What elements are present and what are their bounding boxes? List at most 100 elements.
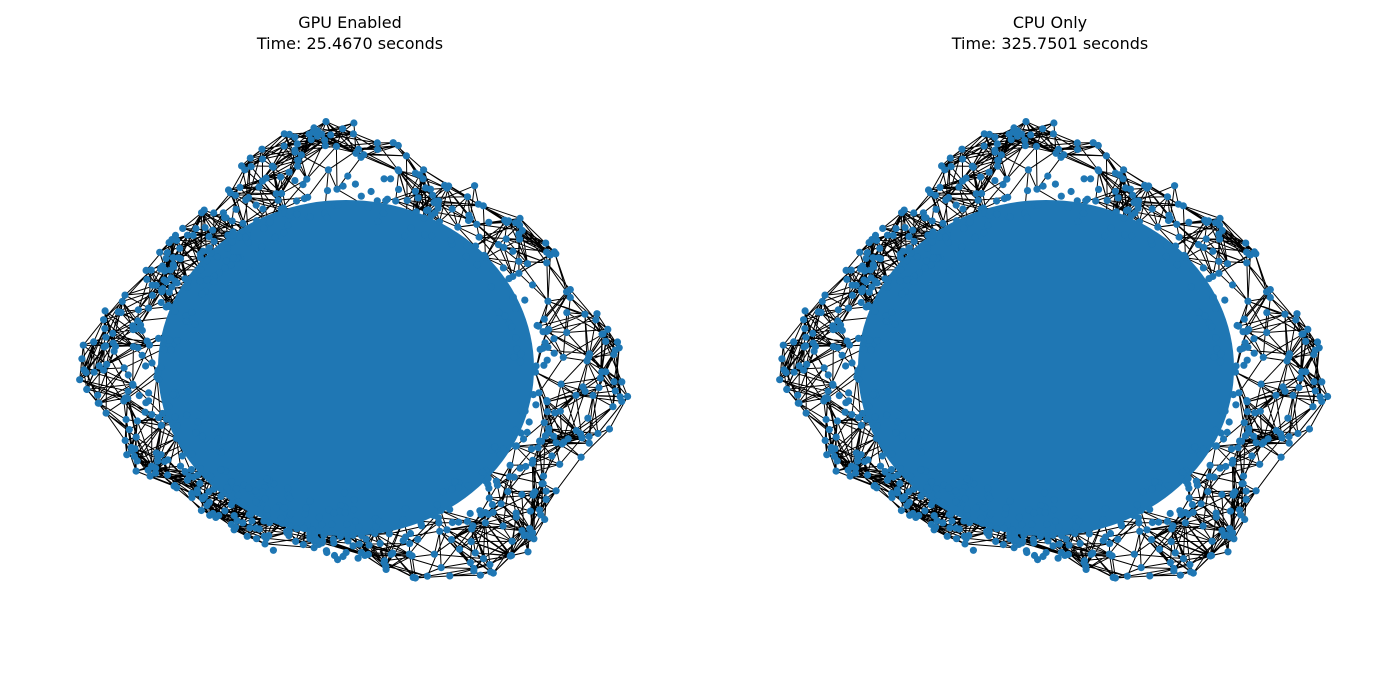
graph-node [508, 537, 516, 545]
graph-node [838, 326, 846, 334]
graph-node [399, 516, 407, 524]
graph-node [94, 399, 102, 407]
graph-node [178, 452, 186, 460]
graph-node [1166, 559, 1174, 567]
graph-node [1216, 464, 1224, 472]
graph-node [1135, 218, 1143, 226]
graph-node [365, 541, 373, 549]
graph-node [311, 530, 319, 539]
graph-node [315, 513, 323, 521]
graph-node [340, 489, 349, 497]
graph-node [810, 347, 818, 355]
graph-node [1117, 520, 1125, 528]
graph-node [955, 183, 963, 191]
graph-node [960, 517, 968, 525]
graph-node [1187, 568, 1195, 576]
graph-node [847, 266, 855, 274]
graph-node [1051, 517, 1059, 525]
graph-node [871, 231, 880, 239]
graph-node [511, 219, 520, 227]
graph-nodes [776, 118, 1332, 582]
graph-node [898, 290, 906, 298]
graph-node [941, 166, 949, 174]
graph-node [234, 491, 242, 500]
graph-node [102, 333, 110, 341]
graph-node [1114, 194, 1122, 202]
graph-node [518, 490, 526, 499]
graph-node [1040, 489, 1049, 497]
graph-node [790, 368, 798, 376]
graph-node [800, 366, 808, 374]
graph-node [910, 485, 918, 493]
graph-node [1170, 564, 1178, 573]
graph-node [537, 437, 546, 445]
graph-node [1120, 214, 1128, 222]
graph-node [958, 488, 967, 496]
graph-node [463, 241, 471, 250]
panel-time-line: Time: 25.4670 seconds [256, 34, 444, 53]
graph-node [802, 333, 810, 341]
graph-node [205, 244, 213, 252]
graph-node [197, 506, 205, 515]
graph-node [192, 225, 200, 233]
graph-node [873, 422, 881, 430]
graph-node [1212, 442, 1220, 450]
graph-node [248, 517, 256, 525]
graph-node [1272, 391, 1280, 399]
graph-node [780, 366, 788, 374]
graph-node [489, 266, 497, 274]
graph-node [552, 487, 560, 495]
graph-node [910, 237, 918, 245]
graph-node [160, 346, 168, 354]
graph-node [858, 409, 867, 418]
graph-node [583, 357, 591, 365]
graph-node [1179, 555, 1187, 563]
graph-node [1245, 325, 1253, 333]
graph-node [260, 224, 268, 232]
graph-node [306, 497, 314, 505]
graph-node [1299, 330, 1307, 338]
graph-node [307, 136, 315, 144]
graph-node [993, 197, 1001, 205]
graph-node [394, 166, 402, 174]
graph-node [518, 226, 526, 235]
graph-node [593, 310, 601, 318]
graph-node [854, 457, 862, 465]
graph-node [285, 168, 293, 176]
graph-node [1148, 518, 1156, 527]
graph-node [817, 308, 825, 317]
graph-node [291, 133, 299, 141]
graph-node [217, 466, 225, 474]
graph-node [500, 243, 508, 251]
graph-node [411, 187, 419, 195]
graph-node [466, 509, 474, 518]
graph-node [243, 532, 251, 540]
graph-node [822, 415, 830, 424]
graph-node [551, 409, 559, 417]
graph-node [869, 254, 877, 262]
graph-node [901, 224, 909, 232]
graph-node [936, 183, 944, 191]
graph-node [1199, 264, 1207, 272]
graph-node [888, 308, 896, 316]
graph-node [463, 517, 471, 526]
graph-node [532, 362, 540, 370]
graph-node [1181, 519, 1189, 527]
graph-node [217, 448, 225, 456]
graph-node [1054, 554, 1062, 562]
graph-node [1293, 310, 1301, 318]
graph-node [430, 511, 438, 520]
graph-node [230, 526, 238, 534]
graph-node [921, 214, 929, 222]
graph-node [1023, 213, 1031, 222]
graph-node [978, 189, 986, 198]
graph-node [1211, 426, 1219, 434]
graph-node [318, 521, 326, 529]
graph-node [986, 207, 994, 216]
graph-node [236, 183, 244, 191]
graph-node [1223, 260, 1232, 268]
dense-node-core [858, 200, 1234, 536]
graph-node [448, 485, 456, 493]
graph-node [196, 479, 204, 488]
graph-node [103, 360, 111, 368]
